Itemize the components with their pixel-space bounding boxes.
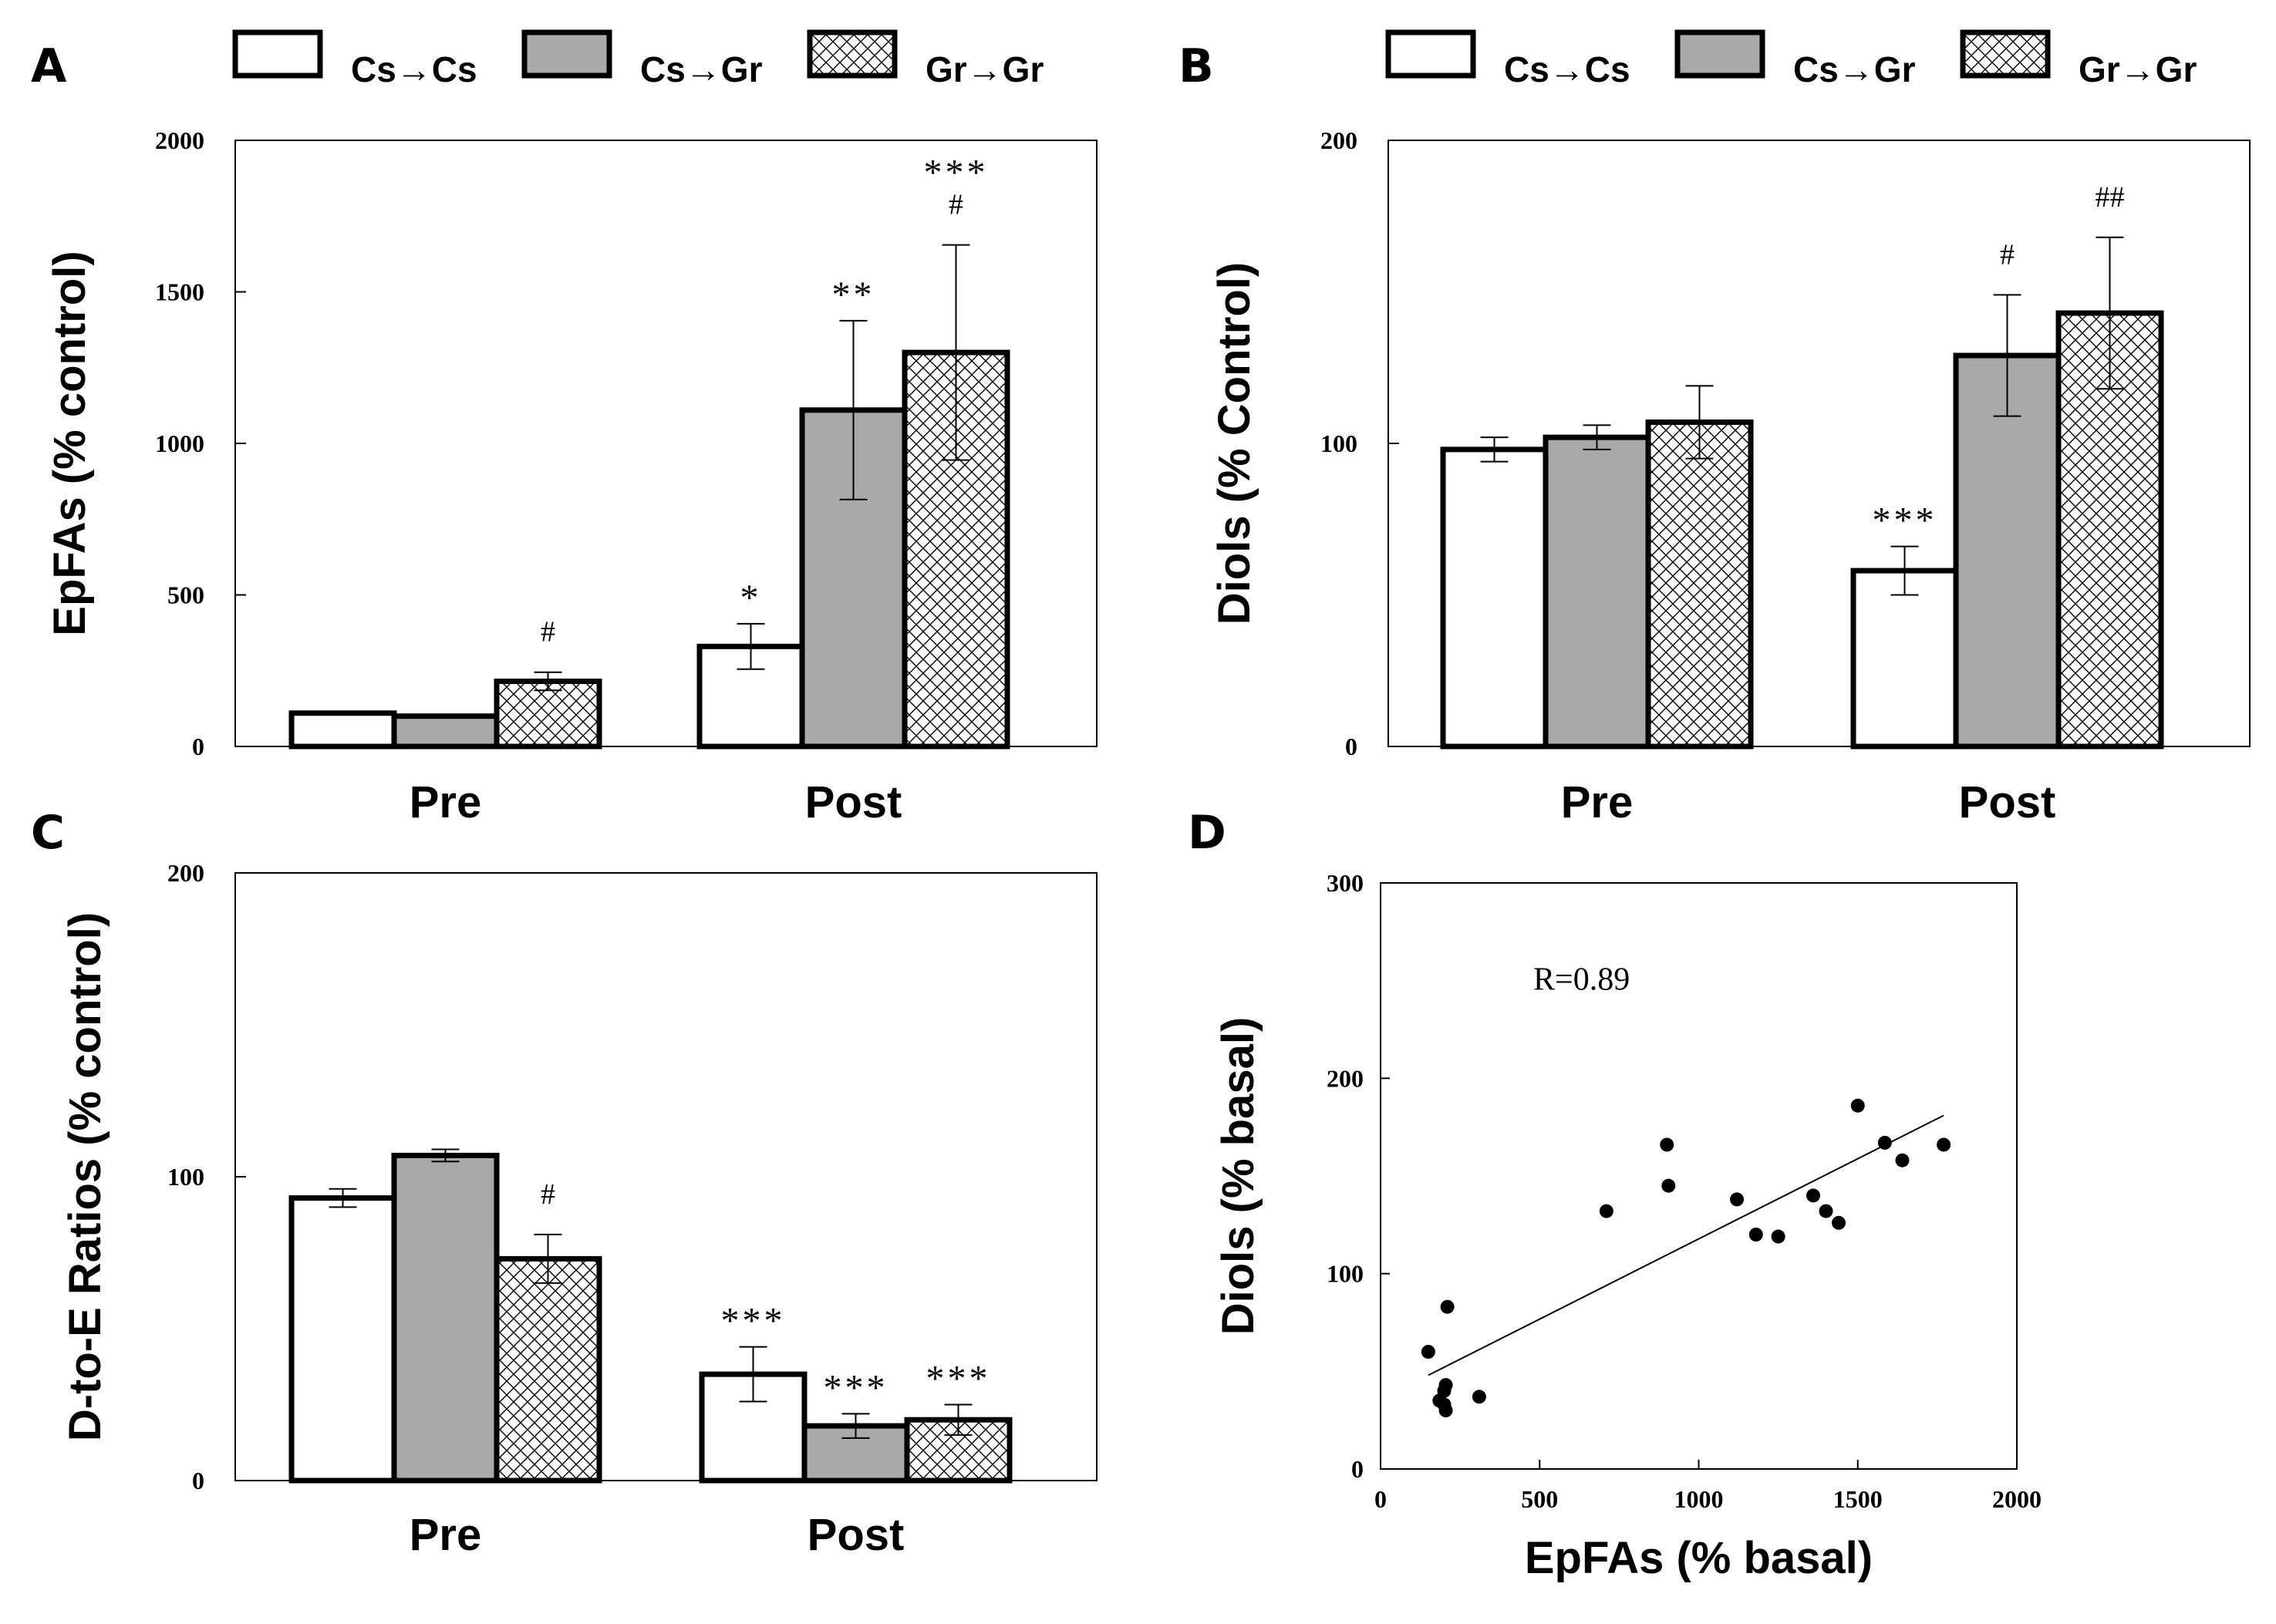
data-point xyxy=(1819,1204,1833,1218)
panel-d-scatter-chart: 0 100 200 300 0 500 1000 1500 2000 Diols (% basal… xyxy=(1213,869,2042,1583)
data-point xyxy=(1832,1215,1846,1230)
significance-stars-cs-cs-post: *** xyxy=(1873,500,1937,541)
data-point xyxy=(1438,1378,1453,1393)
y-tick-label: 200 xyxy=(1327,1064,1364,1092)
category-label-pre: Pre xyxy=(1561,777,1634,827)
y-tick-label: 100 xyxy=(1320,430,1357,457)
data-point xyxy=(1937,1137,1951,1152)
panel-letter-c: C xyxy=(31,806,65,860)
y-tick-label: 2000 xyxy=(155,126,204,154)
legend-swatch-cs-gr xyxy=(521,29,612,79)
y-tick-label: 500 xyxy=(167,581,204,609)
bar-cs-gr-pre xyxy=(391,713,500,750)
data-point xyxy=(1472,1390,1486,1404)
bar-cs-cs-pre xyxy=(288,710,397,750)
legend-a: Cs→Cs Cs→Gr Gr→Gr xyxy=(232,29,1044,89)
significance-stars-gr-gr-post: *** xyxy=(924,153,989,194)
y-axis-label: Diols (% Control) xyxy=(1209,262,1259,625)
y-tick-label: 100 xyxy=(167,1163,204,1191)
significance-stars-cs-cs-post: *** xyxy=(721,1301,786,1342)
data-point xyxy=(1771,1229,1785,1244)
category-label-post: Post xyxy=(1959,777,2056,827)
category-label-pre: Pre xyxy=(410,1510,482,1560)
legend-swatch-cs-gr xyxy=(1674,29,1765,79)
data-point xyxy=(1806,1188,1820,1203)
regression-line xyxy=(1428,1114,1944,1376)
correlation-annotation: R=0.89 xyxy=(1533,962,1630,998)
legend-label-cs-cs: Cs→Cs xyxy=(351,49,477,89)
bar-cs-cs-post xyxy=(1850,568,1959,750)
bar-cs-gr-post xyxy=(1953,352,2062,750)
legend-swatch-gr-gr xyxy=(1960,29,2051,79)
x-tick-label: 1500 xyxy=(1833,1485,1883,1513)
y-tick-label: 0 xyxy=(192,1467,204,1494)
significance-stars-gr-gr-post: *** xyxy=(926,1359,991,1400)
legend-label-cs-cs: Cs→Cs xyxy=(1504,49,1630,89)
legend-swatch-gr-gr xyxy=(807,29,898,79)
y-tick-label: 200 xyxy=(167,859,204,887)
y-tick-label: 300 xyxy=(1327,869,1364,897)
y-tick-label: 0 xyxy=(1345,733,1357,760)
data-point xyxy=(1438,1403,1453,1417)
bar-cs-cs-pre xyxy=(1440,446,1549,750)
panel-c-d-to-e-bar-chart: 0 100 200 D-to-E Ratios (% control) Pre Post *… xyxy=(60,859,1098,1560)
bar-gr-gr-pre xyxy=(494,1255,602,1484)
bar-cs-cs-pre xyxy=(288,1195,397,1484)
y-tick-label: 0 xyxy=(192,733,204,760)
data-point xyxy=(1660,1137,1674,1152)
x-tick-label: 2000 xyxy=(1992,1485,2042,1513)
data-point xyxy=(1748,1228,1763,1242)
bar-gr-gr-pre xyxy=(1645,419,1754,750)
legend-label-cs-gr: Cs→Gr xyxy=(640,49,763,89)
x-tick-label: 0 xyxy=(1374,1485,1387,1513)
data-point xyxy=(1850,1098,1865,1113)
data-point xyxy=(1440,1299,1455,1314)
y-axis-label: Diols (% basal) xyxy=(1213,1017,1263,1336)
legend-b: Cs→Cs Cs→Gr Gr→Gr xyxy=(1385,29,2197,89)
panel-a-epfas-bar-chart: 0 500 1000 1500 2000 EpFAs (% control) Pre Post… xyxy=(45,126,1098,827)
y-tick-label: 1000 xyxy=(155,430,204,457)
data-point xyxy=(1877,1135,1892,1150)
significance-stars-cs-cs-post: * xyxy=(740,578,762,618)
legend-label-gr-gr: Gr→Gr xyxy=(2079,49,2197,89)
data-point xyxy=(1730,1192,1744,1207)
panel-letter-a: A xyxy=(31,39,67,93)
y-tick-label: 100 xyxy=(1327,1260,1364,1288)
significance-hash-gr-gr-post: # xyxy=(949,189,963,221)
x-tick-label: 500 xyxy=(1521,1485,1558,1513)
y-axis-label: D-to-E Ratios (% control) xyxy=(60,912,110,1441)
significance-hash-cs-gr-post: # xyxy=(2000,238,2015,271)
legend-swatch-cs-cs xyxy=(232,29,323,79)
x-tick-label: 1000 xyxy=(1674,1485,1724,1513)
legend-label-cs-gr: Cs→Gr xyxy=(1793,49,1916,89)
category-label-pre: Pre xyxy=(410,777,482,827)
data-point xyxy=(1421,1345,1435,1359)
significance-hash-gr-gr-post: ## xyxy=(2096,181,2125,214)
data-point xyxy=(1599,1204,1613,1218)
category-label-post: Post xyxy=(808,1510,905,1560)
x-axis-label: EpFAs (% basal) xyxy=(1525,1533,1873,1583)
significance-hash-gr-gr-pre: # xyxy=(541,616,555,649)
significance-hash-gr-gr-pre: # xyxy=(541,1178,555,1211)
legend-label-gr-gr: Gr→Gr xyxy=(926,49,1044,89)
category-label-post: Post xyxy=(805,777,902,827)
y-axis-label: EpFAs (% control) xyxy=(45,251,95,635)
legend-swatch-cs-cs xyxy=(1385,29,1476,79)
data-point xyxy=(1661,1178,1676,1193)
y-tick-label: 0 xyxy=(1351,1455,1364,1483)
y-tick-label: 1500 xyxy=(155,278,204,306)
significance-stars-cs-gr-post: *** xyxy=(824,1367,888,1408)
significance-stars-cs-gr-post: ** xyxy=(832,275,875,315)
plot-frame xyxy=(1380,882,2018,1470)
bar-cs-gr-pre xyxy=(391,1152,500,1484)
panel-letter-b: B xyxy=(1178,39,1214,93)
bar-cs-gr-pre xyxy=(1543,434,1651,750)
y-tick-label: 200 xyxy=(1320,126,1357,154)
data-point xyxy=(1895,1153,1910,1167)
panel-letter-d: D xyxy=(1188,806,1226,860)
